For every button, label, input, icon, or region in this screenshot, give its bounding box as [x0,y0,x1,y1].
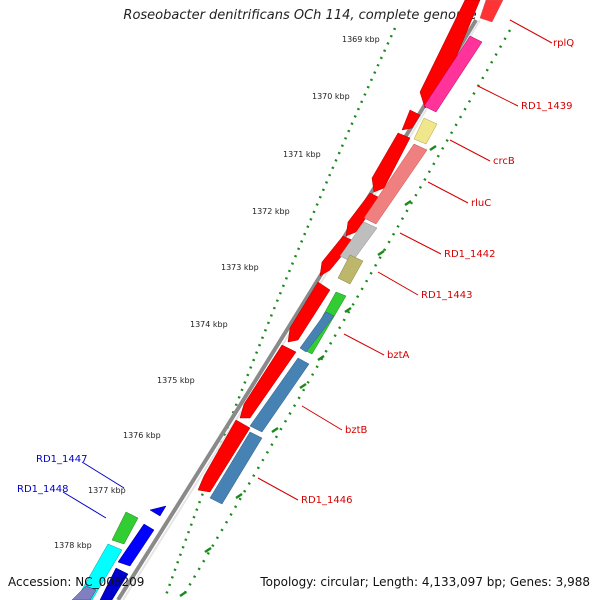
map-title: Roseobacter denitrificans OCh 114, compl… [123,8,477,23]
tick-label: 1376 kbp [123,431,161,440]
outer-dotted-ring [163,27,397,599]
gene-label[interactable]: crcB [493,156,515,167]
minor-tick [377,249,385,257]
leader-line [449,139,491,162]
leader-line [377,271,419,296]
leader-line [81,461,125,489]
gene-purple-arrow[interactable] [71,585,97,600]
gene-crcB[interactable] [413,117,438,145]
leader-line [62,491,107,519]
gene-labels: rplQ RD1_1439 crcB rluC RD1_1442 RD1_1443 bztA… [17,19,574,519]
tick-label: 1377 kbp [88,486,126,495]
tick-label: 1369 kbp [342,35,380,44]
gene-label[interactable]: RD1_1447 [36,454,87,465]
gene-label[interactable]: RD1_1439 [521,101,572,112]
gene-blue-arrow-2[interactable] [149,505,167,517]
gene-arrow-3[interactable] [371,132,411,193]
gene-arrow-7[interactable] [239,344,297,419]
gene-RD1_1447[interactable] [111,511,139,545]
forward-strand-genes [197,0,481,493]
gene-blue-arrow-3[interactable] [99,567,129,600]
accession-text: Accession: NC_008209 [8,575,145,589]
gene-blue-arrow-1[interactable] [117,523,155,567]
gene-bztA-segment[interactable] [299,311,335,353]
leader-line [257,477,299,501]
right-track-genes [209,0,504,505]
gene-rluC[interactable] [363,143,428,225]
tick-label: 1372 kbp [252,207,290,216]
minor-tick [404,199,412,207]
gene-label[interactable]: rplQ [553,38,574,49]
gene-label[interactable]: rluC [471,198,491,209]
minor-tick [271,426,279,434]
gene-arrow-6[interactable] [287,281,331,343]
minor-tick [317,354,325,362]
minor-tick [179,590,187,598]
minor-tick [235,492,243,500]
backbone-ring [116,18,478,600]
gene-label[interactable]: bztB [345,425,368,436]
tick-label: 1371 kbp [283,150,321,159]
tick-label: 1370 kbp [312,92,350,101]
gene-RD1_1439[interactable] [423,35,483,113]
tick-label: 1378 kbp [54,541,92,550]
leader-line [477,85,519,107]
gene-label[interactable]: RD1_1442 [444,249,495,260]
gene-arrow-8[interactable] [197,419,251,493]
minor-tick [299,382,307,390]
gene-label[interactable]: bztA [387,350,410,361]
gene-arrow-2[interactable] [401,109,421,131]
gene-RD1_1443[interactable] [337,254,364,285]
left-track-genes [71,505,167,600]
tick-label: 1375 kbp [157,376,195,385]
minor-tick [204,546,212,554]
gene-RD1_1446[interactable] [209,431,263,505]
tick-label: 1373 kbp [221,263,259,272]
gene-RD1_1448[interactable] [75,543,123,600]
gene-rplQ[interactable] [479,0,504,23]
leader-line [343,333,385,356]
leader-line [301,405,343,431]
leader-line [427,181,469,204]
tick-labels: 1369 kbp 1370 kbp 1371 kbp 1372 kbp 1373 kbp… [54,35,380,550]
genome-summary-text: Topology: circular; Length: 4,133,097 bp… [260,575,590,589]
gene-label[interactable]: RD1_1443 [421,290,472,301]
gene-bztB[interactable] [249,357,310,433]
minor-ticks [179,144,437,598]
minor-tick [344,306,352,314]
minor-tick [429,144,437,152]
gene-label[interactable]: RD1_1446 [301,495,352,506]
gene-label[interactable]: RD1_1448 [17,484,68,495]
tick-label: 1374 kbp [190,320,228,329]
inner-dotted-ring [180,29,512,599]
leader-line [509,19,553,44]
leader-line [399,232,442,255]
